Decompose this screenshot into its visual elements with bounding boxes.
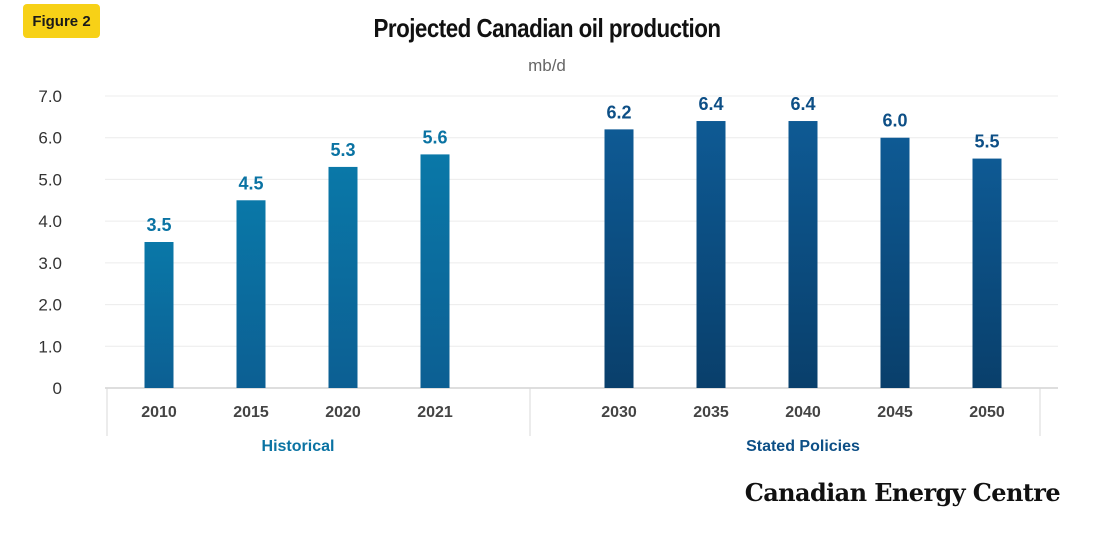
figure-badge: Figure 2	[23, 4, 100, 38]
y-tick-label: 3.0	[38, 254, 62, 273]
data-label: 6.0	[882, 111, 907, 131]
x-tick-label: 2030	[601, 404, 637, 421]
y-tick-label: 1.0	[38, 337, 62, 356]
bar-chart: 0 1.0 2.0 3.0 4.0 5.0 6.0 7.0 3.5 2010 4.5 2015 5.3 2…	[38, 87, 1058, 455]
x-tick-label: 2050	[969, 404, 1005, 421]
data-label: 4.5	[238, 173, 263, 193]
bar	[236, 200, 266, 388]
unit-label: mb/d	[528, 56, 566, 75]
bar	[788, 121, 818, 389]
bar	[880, 137, 910, 388]
data-label: 6.4	[698, 94, 723, 114]
x-tick-label: 2020	[325, 404, 361, 421]
x-tick-label: 2045	[877, 404, 913, 421]
bar	[144, 242, 174, 388]
group-label: Historical	[262, 438, 335, 455]
y-tick-label: 2.0	[38, 296, 62, 315]
data-label: 6.4	[790, 94, 815, 114]
bar	[420, 154, 450, 388]
data-label: 5.6	[422, 127, 447, 147]
bar	[604, 129, 634, 388]
y-tick-label: 6.0	[38, 129, 62, 148]
data-label: 5.3	[330, 140, 355, 160]
x-tick-label: 2035	[693, 404, 729, 421]
bar	[972, 158, 1002, 388]
x-tick-label: 2015	[233, 404, 269, 421]
y-tick-label: 7.0	[38, 87, 62, 106]
data-label: 6.2	[606, 102, 631, 122]
data-label: 3.5	[146, 215, 171, 235]
bar	[328, 166, 358, 388]
bar	[696, 121, 726, 389]
brand-logo-text: Canadian Energy Centre	[744, 478, 1061, 507]
y-tick-label: 0	[53, 379, 62, 398]
group-label: Stated Policies	[746, 438, 860, 455]
y-tick-label: 4.0	[38, 212, 62, 231]
y-tick-label: 5.0	[38, 170, 62, 189]
x-tick-label: 2010	[141, 404, 177, 421]
x-tick-label: 2021	[417, 404, 453, 421]
x-tick-label: 2040	[785, 404, 821, 421]
data-label: 5.5	[974, 132, 999, 152]
chart-title: Projected Canadian oil production	[373, 13, 721, 43]
